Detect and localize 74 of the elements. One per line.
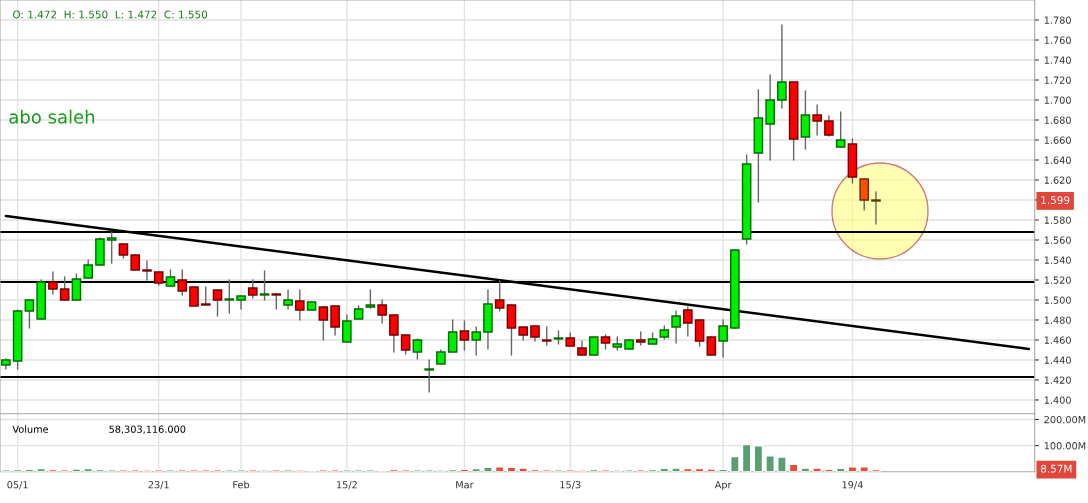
x-tick-label: 05/1 [7,481,28,490]
y-tick-label: 1.640 [1044,156,1071,164]
candlestick [212,289,223,317]
candlestick [506,304,517,356]
y-tick-label: 1.580 [1044,216,1071,224]
y-tick-label: 1.500 [1044,296,1071,304]
candlestick [494,280,505,312]
candlestick [283,289,293,310]
annotation: 58,303,116.000 [109,425,186,434]
y-tick-label: 1.680 [1044,116,1071,124]
y-tick-label: 1.660 [1044,136,1071,144]
candlestick [177,269,188,296]
candlestick [224,279,235,314]
annotation: Volume [12,425,49,433]
candlestick [447,319,458,353]
y-tick-label: 1.400 [1044,396,1071,404]
candlestick [295,289,305,321]
candlestick [142,260,152,281]
candlestick [377,299,387,324]
y-tick-label: 1.560 [1044,236,1071,244]
annotation: abo saleh [9,109,95,124]
candlestick [812,104,822,136]
annotation: O: 1.472 H: 1.550 L: 1.472 C: 1.550 [13,10,208,19]
candlestick [48,271,58,295]
candlestick [400,334,411,355]
candlestick [859,178,870,211]
y-tick-label: 200.00M [1044,415,1086,424]
x-tick-label: 15/3 [560,481,581,490]
y-tick-label: 1.440 [1044,356,1071,364]
x-tick-label: 23/1 [148,481,169,490]
candlestick [824,115,834,137]
annotation: 8.57M [1040,464,1072,473]
x-tick-label: Mar [456,481,474,489]
x-tick-label: Feb [233,480,250,489]
candlestick [694,319,705,347]
y-tick-label: 1.740 [1044,56,1071,64]
x-tick-label: Apr [714,481,732,491]
candlestick [671,310,681,344]
candlestick [471,326,482,356]
candlestick [424,359,434,393]
candlestick [777,24,787,109]
y-tick-label: 1.460 [1044,336,1071,344]
candlestick [459,320,470,351]
candlestick [683,306,693,337]
x-tick-label: 15/2 [337,481,357,490]
candlestick [106,231,117,264]
y-tick-label: 100.00M [1044,442,1086,450]
candlestick [835,111,846,148]
annotation: 1.599 [1041,196,1070,205]
candlestick [259,270,270,301]
candlestick [59,276,70,301]
x-tick-label: 19/4 [842,481,863,490]
candlestick [330,305,340,336]
candlestick [71,273,82,301]
y-tick-label: 1.620 [1044,176,1071,184]
y-tick-label: 1.780 [1044,16,1071,24]
candlestick [236,295,246,310]
candlestick [342,314,352,343]
y-tick-label: 1.700 [1044,96,1071,104]
candlestick [765,74,775,161]
candlestick [318,306,329,341]
candlestick [718,319,728,358]
y-tick-label: 1.480 [1044,316,1071,324]
y-tick-label: 1.540 [1044,256,1071,264]
candlestick [24,299,35,329]
y-tick-label: 1.720 [1044,76,1071,84]
candlestick [412,338,423,360]
y-tick-label: 1.420 [1044,376,1071,384]
candlestick [389,314,399,353]
y-tick-label: 1.760 [1044,36,1071,44]
candlestick [800,90,811,150]
y-tick-label: 1.520 [1044,276,1071,284]
candlestick [871,191,881,225]
candlestick [189,286,199,307]
